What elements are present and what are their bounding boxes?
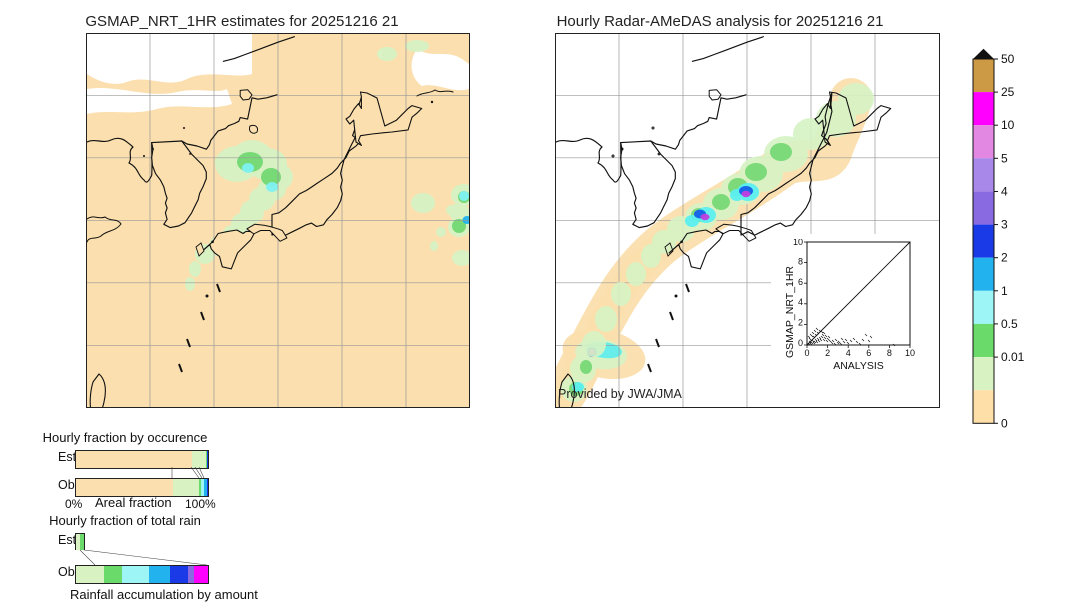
svg-text:0.01: 0.01 [1001, 350, 1025, 364]
svg-text:10: 10 [793, 239, 803, 247]
svg-text:GSMAP_NRT_1HR: GSMAP_NRT_1HR [784, 266, 796, 358]
svg-text:3: 3 [1001, 218, 1008, 232]
svg-text:ANALYSIS: ANALYSIS [833, 360, 884, 372]
svg-text:5: 5 [1001, 152, 1008, 166]
svg-text:4: 4 [798, 297, 803, 307]
svg-text:2: 2 [798, 318, 803, 328]
svg-text:1: 1 [1001, 284, 1008, 298]
svg-text:10: 10 [905, 348, 915, 358]
svg-text:2: 2 [825, 348, 830, 358]
svg-text:0.5: 0.5 [1001, 317, 1018, 331]
svg-text:50: 50 [1001, 52, 1015, 66]
svg-text:10: 10 [1001, 119, 1015, 133]
svg-text:2: 2 [1001, 251, 1008, 265]
svg-text:0: 0 [804, 348, 809, 358]
svg-text:6: 6 [798, 277, 803, 287]
svg-text:0: 0 [798, 338, 803, 348]
svg-text:6: 6 [866, 348, 871, 358]
svg-text:8: 8 [798, 256, 803, 266]
svg-text:4: 4 [1001, 185, 1008, 199]
svg-text:8: 8 [887, 348, 892, 358]
svg-text:0: 0 [1001, 417, 1008, 431]
svg-text:25: 25 [1001, 85, 1015, 99]
svg-text:4: 4 [846, 348, 851, 358]
